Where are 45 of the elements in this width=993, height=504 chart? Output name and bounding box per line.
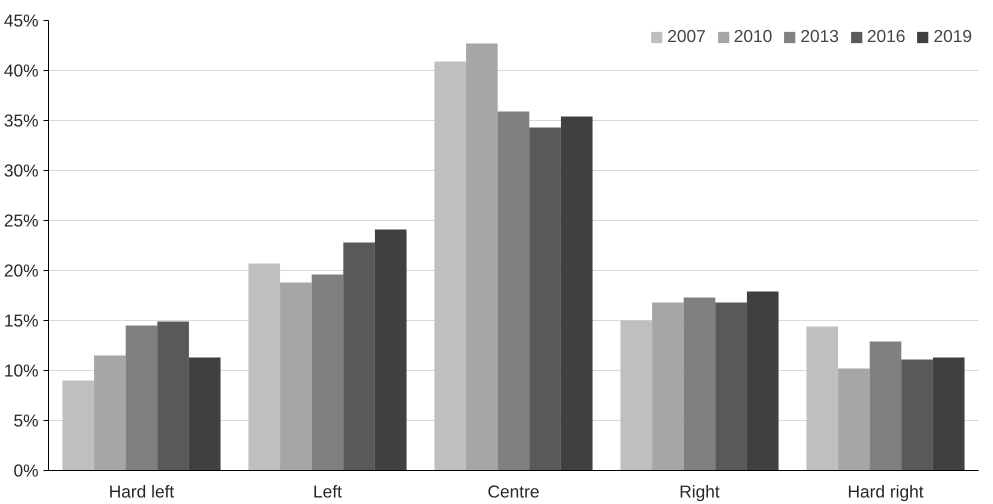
x-tick-label: Hard right [847,482,924,502]
x-tick-label: Right [679,482,720,502]
bar [901,360,933,470]
bar [157,322,189,470]
y-tick-label: 25% [4,210,39,230]
bar [684,298,716,470]
y-tick-label: 35% [4,110,39,130]
bar [188,358,221,470]
bar [529,128,561,470]
legend-label: 2013 [800,26,839,47]
y-tick-label: 45% [4,10,39,30]
bar [434,62,466,470]
bar [746,292,779,470]
legend-label: 2007 [667,26,706,47]
y-tick-label: 15% [4,310,39,330]
bar [560,116,593,470]
y-tick-label: 10% [4,360,39,380]
x-tick-label: Hard left [108,482,174,502]
x-tick-label: Centre [487,482,540,502]
y-tick-label: 5% [13,410,38,430]
bar [466,44,498,470]
legend-label: 2019 [933,26,972,47]
bar [343,242,375,470]
bar [312,274,344,470]
bar [374,230,407,470]
bar [652,302,684,470]
y-tick-label: 40% [4,60,39,80]
bar [126,326,158,470]
y-tick-label: 20% [4,260,39,280]
bar [620,320,652,470]
y-tick-label: 0% [13,460,38,480]
bar [94,356,126,470]
bar [932,358,965,470]
bar [870,342,902,470]
bar [838,368,870,470]
legend-label: 2016 [866,26,906,47]
bar [498,112,530,470]
legend-label: 2010 [734,26,772,47]
bar [62,380,94,470]
bar [806,326,838,470]
bar [248,264,280,470]
bar [715,302,747,470]
y-tick-label: 30% [4,160,39,180]
bar [280,282,312,470]
x-tick-label: Left [313,482,342,502]
